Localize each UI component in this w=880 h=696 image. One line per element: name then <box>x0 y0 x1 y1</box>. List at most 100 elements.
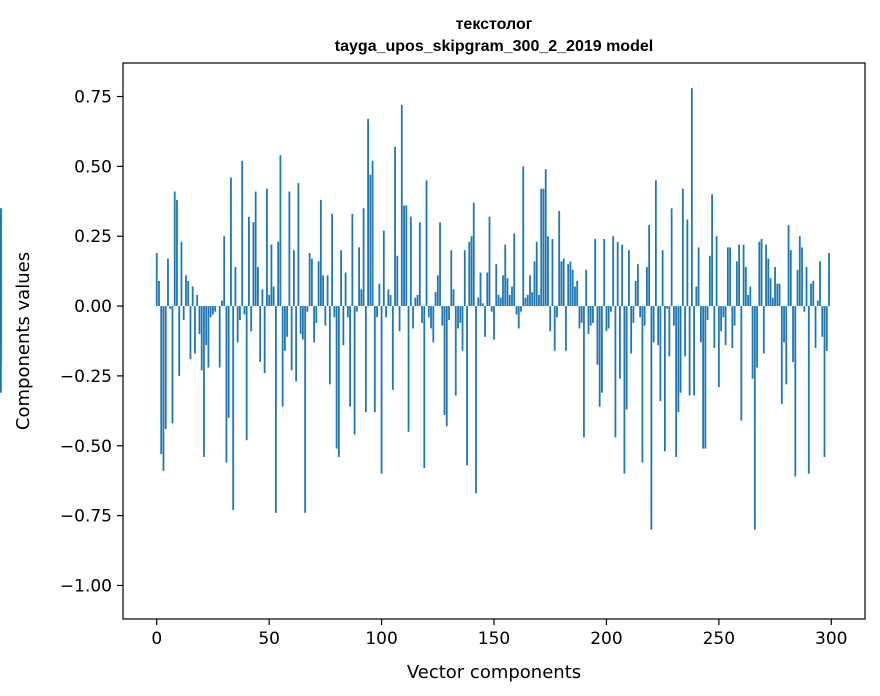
bar-147 <box>486 272 489 307</box>
bar-158 <box>511 286 513 307</box>
x-tick-label: 300 <box>815 629 847 649</box>
bar-100 <box>380 306 383 474</box>
bar-165 <box>526 294 529 307</box>
chart-title: текстолог <box>456 16 533 33</box>
bar-277 <box>778 283 781 307</box>
bar-226 <box>663 306 666 452</box>
bar-49 <box>266 188 268 307</box>
bar-211 <box>630 306 633 354</box>
bar-72 <box>317 261 320 307</box>
bar-10 <box>178 306 181 376</box>
bar-179 <box>558 211 561 307</box>
bar-9 <box>176 199 178 307</box>
bar-39 <box>243 306 246 315</box>
bar-194 <box>592 306 594 323</box>
bar-281 <box>787 225 790 307</box>
bar-270 <box>762 306 765 354</box>
bar-132 <box>452 289 455 307</box>
bar-61 <box>292 250 295 307</box>
bar-279 <box>783 306 785 343</box>
bar-152 <box>497 294 500 307</box>
bar-283 <box>792 306 794 362</box>
bar-213 <box>634 280 637 307</box>
bar-54 <box>277 241 280 307</box>
bar-171 <box>540 188 543 307</box>
bar-118 <box>421 306 423 323</box>
bar-220 <box>650 306 653 530</box>
bar-46 <box>259 306 262 362</box>
bar-148 <box>488 216 491 307</box>
bar-95 <box>369 174 372 307</box>
bar-196 <box>596 306 599 365</box>
y-tick-label: 0.00 <box>74 297 112 317</box>
bar-299 <box>828 252 830 307</box>
bar-77 <box>328 306 331 385</box>
bar-53 <box>275 306 277 513</box>
bar-278 <box>780 306 783 404</box>
bar-50 <box>268 294 271 307</box>
bar-160 <box>515 306 518 315</box>
bar-201 <box>607 306 610 329</box>
bar-199 <box>603 239 606 307</box>
bar-183 <box>567 264 570 307</box>
bar-76 <box>326 275 329 307</box>
y-axis-label: Components values <box>13 252 34 430</box>
bar-121 <box>427 306 430 318</box>
bar-184 <box>569 261 572 307</box>
bar-185 <box>571 269 574 307</box>
bar-90 <box>358 247 360 307</box>
bar-38 <box>241 160 244 307</box>
bar-237 <box>688 306 691 396</box>
bar-85 <box>346 306 349 318</box>
bar-16 <box>191 286 194 307</box>
bar-14 <box>187 280 190 307</box>
bar-282 <box>789 250 792 307</box>
bar-154 <box>502 275 504 307</box>
bar-137 <box>463 250 466 307</box>
bar-36 <box>236 306 239 343</box>
bar-115 <box>414 297 417 307</box>
bar-274 <box>771 297 774 307</box>
bar-0 <box>155 252 158 307</box>
bar-136 <box>461 306 464 351</box>
bar-8 <box>173 191 176 307</box>
bar-222 <box>654 180 657 307</box>
bar-26 <box>214 306 217 312</box>
bar-178 <box>556 306 558 318</box>
bar-172 <box>542 188 545 307</box>
bar-236 <box>686 219 689 307</box>
chart-subtitle: tayga_upos_skipgram_300_2_2019 model <box>335 38 653 55</box>
bar-134 <box>457 306 459 329</box>
bar-2 <box>160 306 163 455</box>
bar-81 <box>337 306 340 457</box>
bar-66 <box>304 306 307 513</box>
bar-55 <box>279 155 282 307</box>
bar-102 <box>385 306 387 318</box>
bar-79 <box>333 306 336 318</box>
bar-undefined <box>0 275 2 307</box>
bar-116 <box>416 294 419 307</box>
bar-undefined <box>0 208 2 307</box>
bar-250 <box>717 306 720 388</box>
bar-265 <box>751 306 754 379</box>
bar-22 <box>205 306 208 346</box>
bar-43 <box>252 222 255 307</box>
bar-122 <box>430 306 432 329</box>
bar-25 <box>212 306 214 315</box>
bar-248 <box>713 306 716 348</box>
bar-254 <box>726 247 729 307</box>
bar-4 <box>164 306 167 430</box>
bar-143 <box>477 297 480 307</box>
bar-146 <box>484 306 486 337</box>
bar-101 <box>382 230 385 307</box>
bar-97 <box>373 306 376 413</box>
bar-234 <box>681 188 684 307</box>
bar-86 <box>349 306 351 407</box>
bar-31 <box>225 306 228 463</box>
bar-202 <box>610 306 612 312</box>
y-tick-label: 0.75 <box>74 88 112 108</box>
bar-225 <box>661 250 664 307</box>
bar-99 <box>378 283 381 307</box>
bar-59 <box>288 191 291 307</box>
bar-264 <box>749 286 752 307</box>
